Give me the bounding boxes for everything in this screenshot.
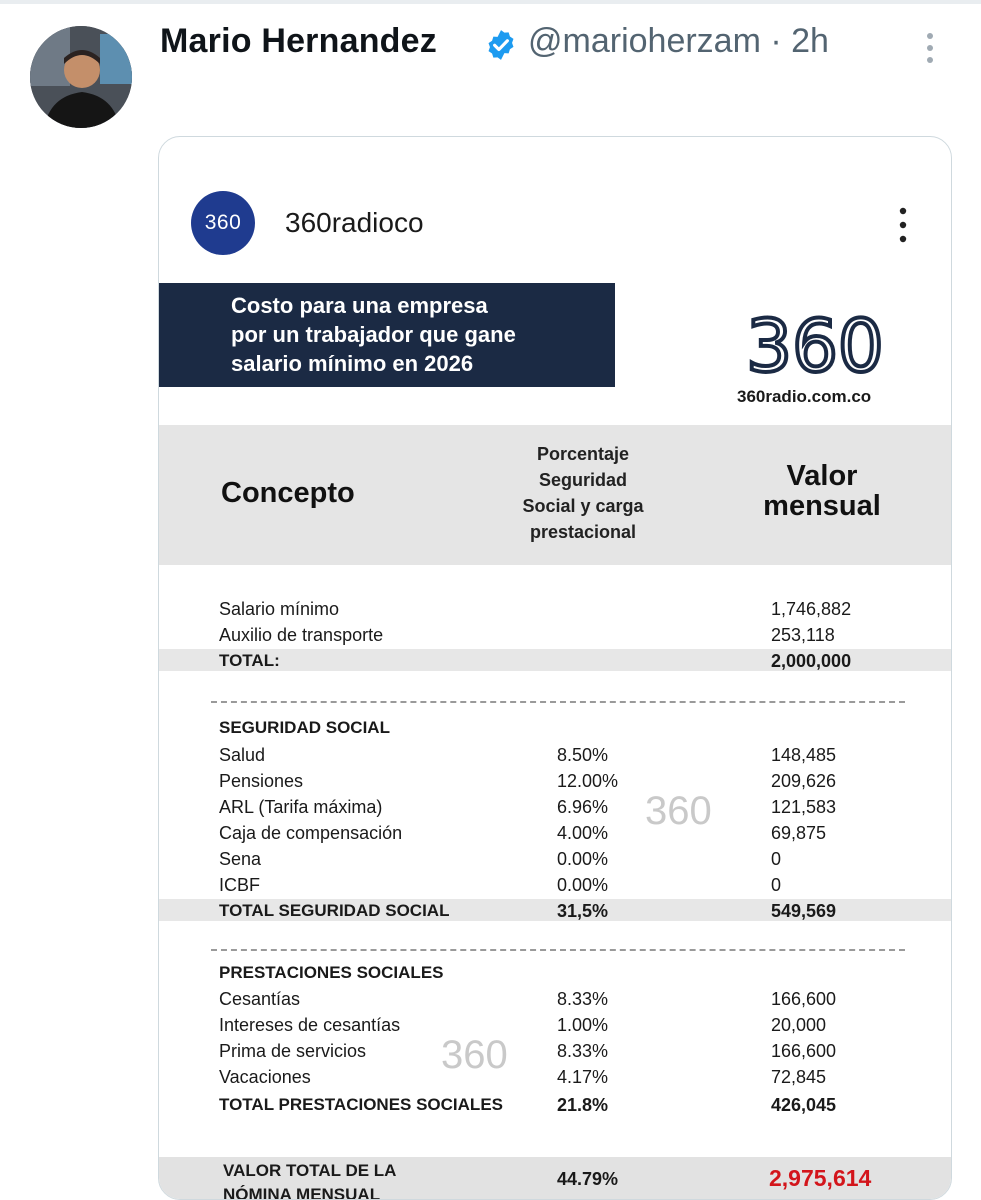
cell-valor: 148,485: [771, 745, 837, 765]
cell-porcentaje: 8.33%: [557, 1041, 609, 1061]
table-row: Salario mínimo 1,746,882: [159, 595, 951, 621]
tweet-header: Mario Hernandez @marioherzam · 2h: [0, 0, 981, 130]
table-row: Cesantías 8.33% 166,600: [159, 985, 951, 1011]
cell-porcentaje: 8.50%: [557, 745, 609, 765]
header-line: mensual: [763, 490, 881, 522]
more-vertical-icon[interactable]: [918, 28, 942, 68]
cell-valor: 549,569: [771, 901, 837, 921]
cell-concepto: TOTAL SEGURIDAD SOCIAL: [219, 901, 450, 920]
account-logo: 360: [191, 191, 255, 255]
avatar-photo: [30, 26, 132, 128]
total-row: TOTAL PRESTACIONES SOCIALES 21.8% 426,04…: [159, 1091, 951, 1117]
cell-valor: 72,845: [771, 1067, 827, 1087]
cell-concepto: TOTAL PRESTACIONES SOCIALES: [219, 1095, 503, 1114]
grand-total-valor: 2,975,614: [769, 1165, 872, 1191]
table-row: Vacaciones 4.17% 72,845: [159, 1063, 951, 1089]
table-row: Prima de servicios 8.33% 166,600: [159, 1037, 951, 1063]
cell-valor: 426,045: [771, 1095, 837, 1115]
table-body: Salario mínimo 1,746,882 Auxilio de tran…: [159, 565, 951, 1199]
grand-total-label: VALOR TOTAL DE LA NÓMINA MENSUAL: [223, 1159, 397, 1200]
cell-valor: 0: [771, 849, 782, 869]
account-name: 360radioco: [285, 207, 424, 238]
cell-porcentaje: 4.00%: [557, 823, 609, 843]
table-row: Caja de compensación 4.00% 69,875: [159, 819, 951, 845]
header-line: Porcentaje: [536, 444, 630, 464]
display-name[interactable]: Mario Hernandez: [160, 22, 437, 60]
header-line: prestacional: [529, 522, 637, 542]
cell-concepto: Caja de compensación: [219, 823, 403, 843]
brand-url: 360radio.com.co: [737, 387, 872, 406]
cell-porcentaje: 0.00%: [557, 849, 609, 869]
cell-concepto: Salud: [219, 745, 266, 765]
grand-total-row: VALOR TOTAL DE LA NÓMINA MENSUAL 44.79% …: [159, 1157, 951, 1200]
brand-logo: 360: [744, 307, 885, 383]
cell-porcentaje: 6.96%: [557, 797, 609, 817]
post-more-icon: [899, 207, 907, 243]
top-divider: [0, 0, 981, 4]
column-header-concepto: Concepto: [221, 477, 355, 509]
watermark: 360: [441, 1033, 508, 1077]
section-title: PRESTACIONES SOCIALES: [219, 963, 444, 982]
cell-valor: 166,600: [771, 989, 837, 1009]
media-card[interactable]: 360 360radioco Costo para una empresa po…: [158, 136, 952, 1200]
watermark: 360: [645, 789, 712, 833]
cell-concepto: Auxilio de transporte: [219, 625, 384, 645]
cell-porcentaje: 8.33%: [557, 989, 609, 1009]
cell-concepto: Intereses de cesantías: [219, 1015, 401, 1035]
cell-valor: 209,626: [771, 771, 837, 791]
banner-line: salario mínimo en 2026: [231, 351, 474, 376]
cell-porcentaje: 4.17%: [557, 1067, 609, 1087]
cell-concepto: Sena: [219, 849, 262, 869]
cell-porcentaje: 31,5%: [557, 901, 609, 921]
table-row: ARL (Tarifa máxima) 6.96% 121,583: [159, 793, 951, 819]
banner-line: por un trabajador que gane: [231, 322, 516, 347]
cell-porcentaje: 0.00%: [557, 875, 609, 895]
cell-valor: 166,600: [771, 1041, 837, 1061]
cell-valor: 2,000,000: [771, 651, 852, 671]
section-title: SEGURIDAD SOCIAL: [219, 718, 390, 737]
cell-concepto: ICBF: [219, 875, 261, 895]
section-divider: [211, 701, 905, 703]
cell-valor: 121,583: [771, 797, 837, 817]
avatar[interactable]: [30, 26, 132, 128]
cell-valor: 20,000: [771, 1015, 827, 1035]
cell-concepto: TOTAL:: [219, 651, 280, 670]
cell-concepto: ARL (Tarifa máxima): [219, 797, 383, 817]
table-row: Salud 8.50% 148,485: [159, 741, 951, 767]
total-row: TOTAL SEGURIDAD SOCIAL 31,5% 549,569: [159, 899, 951, 921]
cell-valor: 253,118: [771, 625, 835, 645]
table-row: Sena 0.00% 0: [159, 845, 951, 871]
verified-badge-icon: [488, 30, 514, 60]
cell-porcentaje: 21.8%: [557, 1095, 609, 1115]
cell-concepto: Salario mínimo: [219, 599, 340, 619]
header-line: Valor: [786, 460, 858, 492]
grand-total-line: NÓMINA MENSUAL: [223, 1185, 381, 1200]
table-row: Pensiones 12.00% 209,626: [159, 767, 951, 793]
table-row: Auxilio de transporte 253,118: [159, 621, 951, 647]
cell-porcentaje: 1.00%: [557, 1015, 609, 1035]
section-divider: [211, 949, 905, 951]
total-row: TOTAL: 2,000,000: [159, 649, 951, 671]
table-row: Intereses de cesantías 1.00% 20,000: [159, 1011, 951, 1037]
table-header: Concepto Porcentaje Seguridad Social y c…: [159, 425, 951, 565]
cell-valor: 1,746,882: [771, 599, 852, 619]
column-header-valor: Valor mensual: [739, 461, 905, 521]
grand-total-line: VALOR TOTAL DE LA: [223, 1161, 397, 1180]
grand-total-porcentaje: 44.79%: [557, 1169, 619, 1189]
cell-concepto: Prima de servicios: [219, 1041, 367, 1061]
headline-banner: Costo para una empresa por un trabajador…: [159, 283, 615, 387]
banner-line: Costo para una empresa: [231, 293, 488, 318]
cell-valor: 0: [771, 875, 782, 895]
cell-valor: 69,875: [771, 823, 827, 843]
cell-porcentaje: 12.00%: [557, 771, 619, 791]
cell-concepto: Cesantías: [219, 989, 301, 1009]
brand-logo-text: 360: [746, 307, 883, 383]
header-line: Social y carga: [522, 496, 644, 516]
cell-concepto: Vacaciones: [219, 1067, 311, 1087]
header-line: Seguridad: [538, 470, 627, 490]
table-row: ICBF 0.00% 0: [159, 871, 951, 897]
cell-concepto: Pensiones: [219, 771, 304, 791]
handle-and-time[interactable]: @marioherzam · 2h: [528, 22, 829, 60]
column-header-porcentaje: Porcentaje Seguridad Social y carga pres…: [499, 441, 667, 545]
